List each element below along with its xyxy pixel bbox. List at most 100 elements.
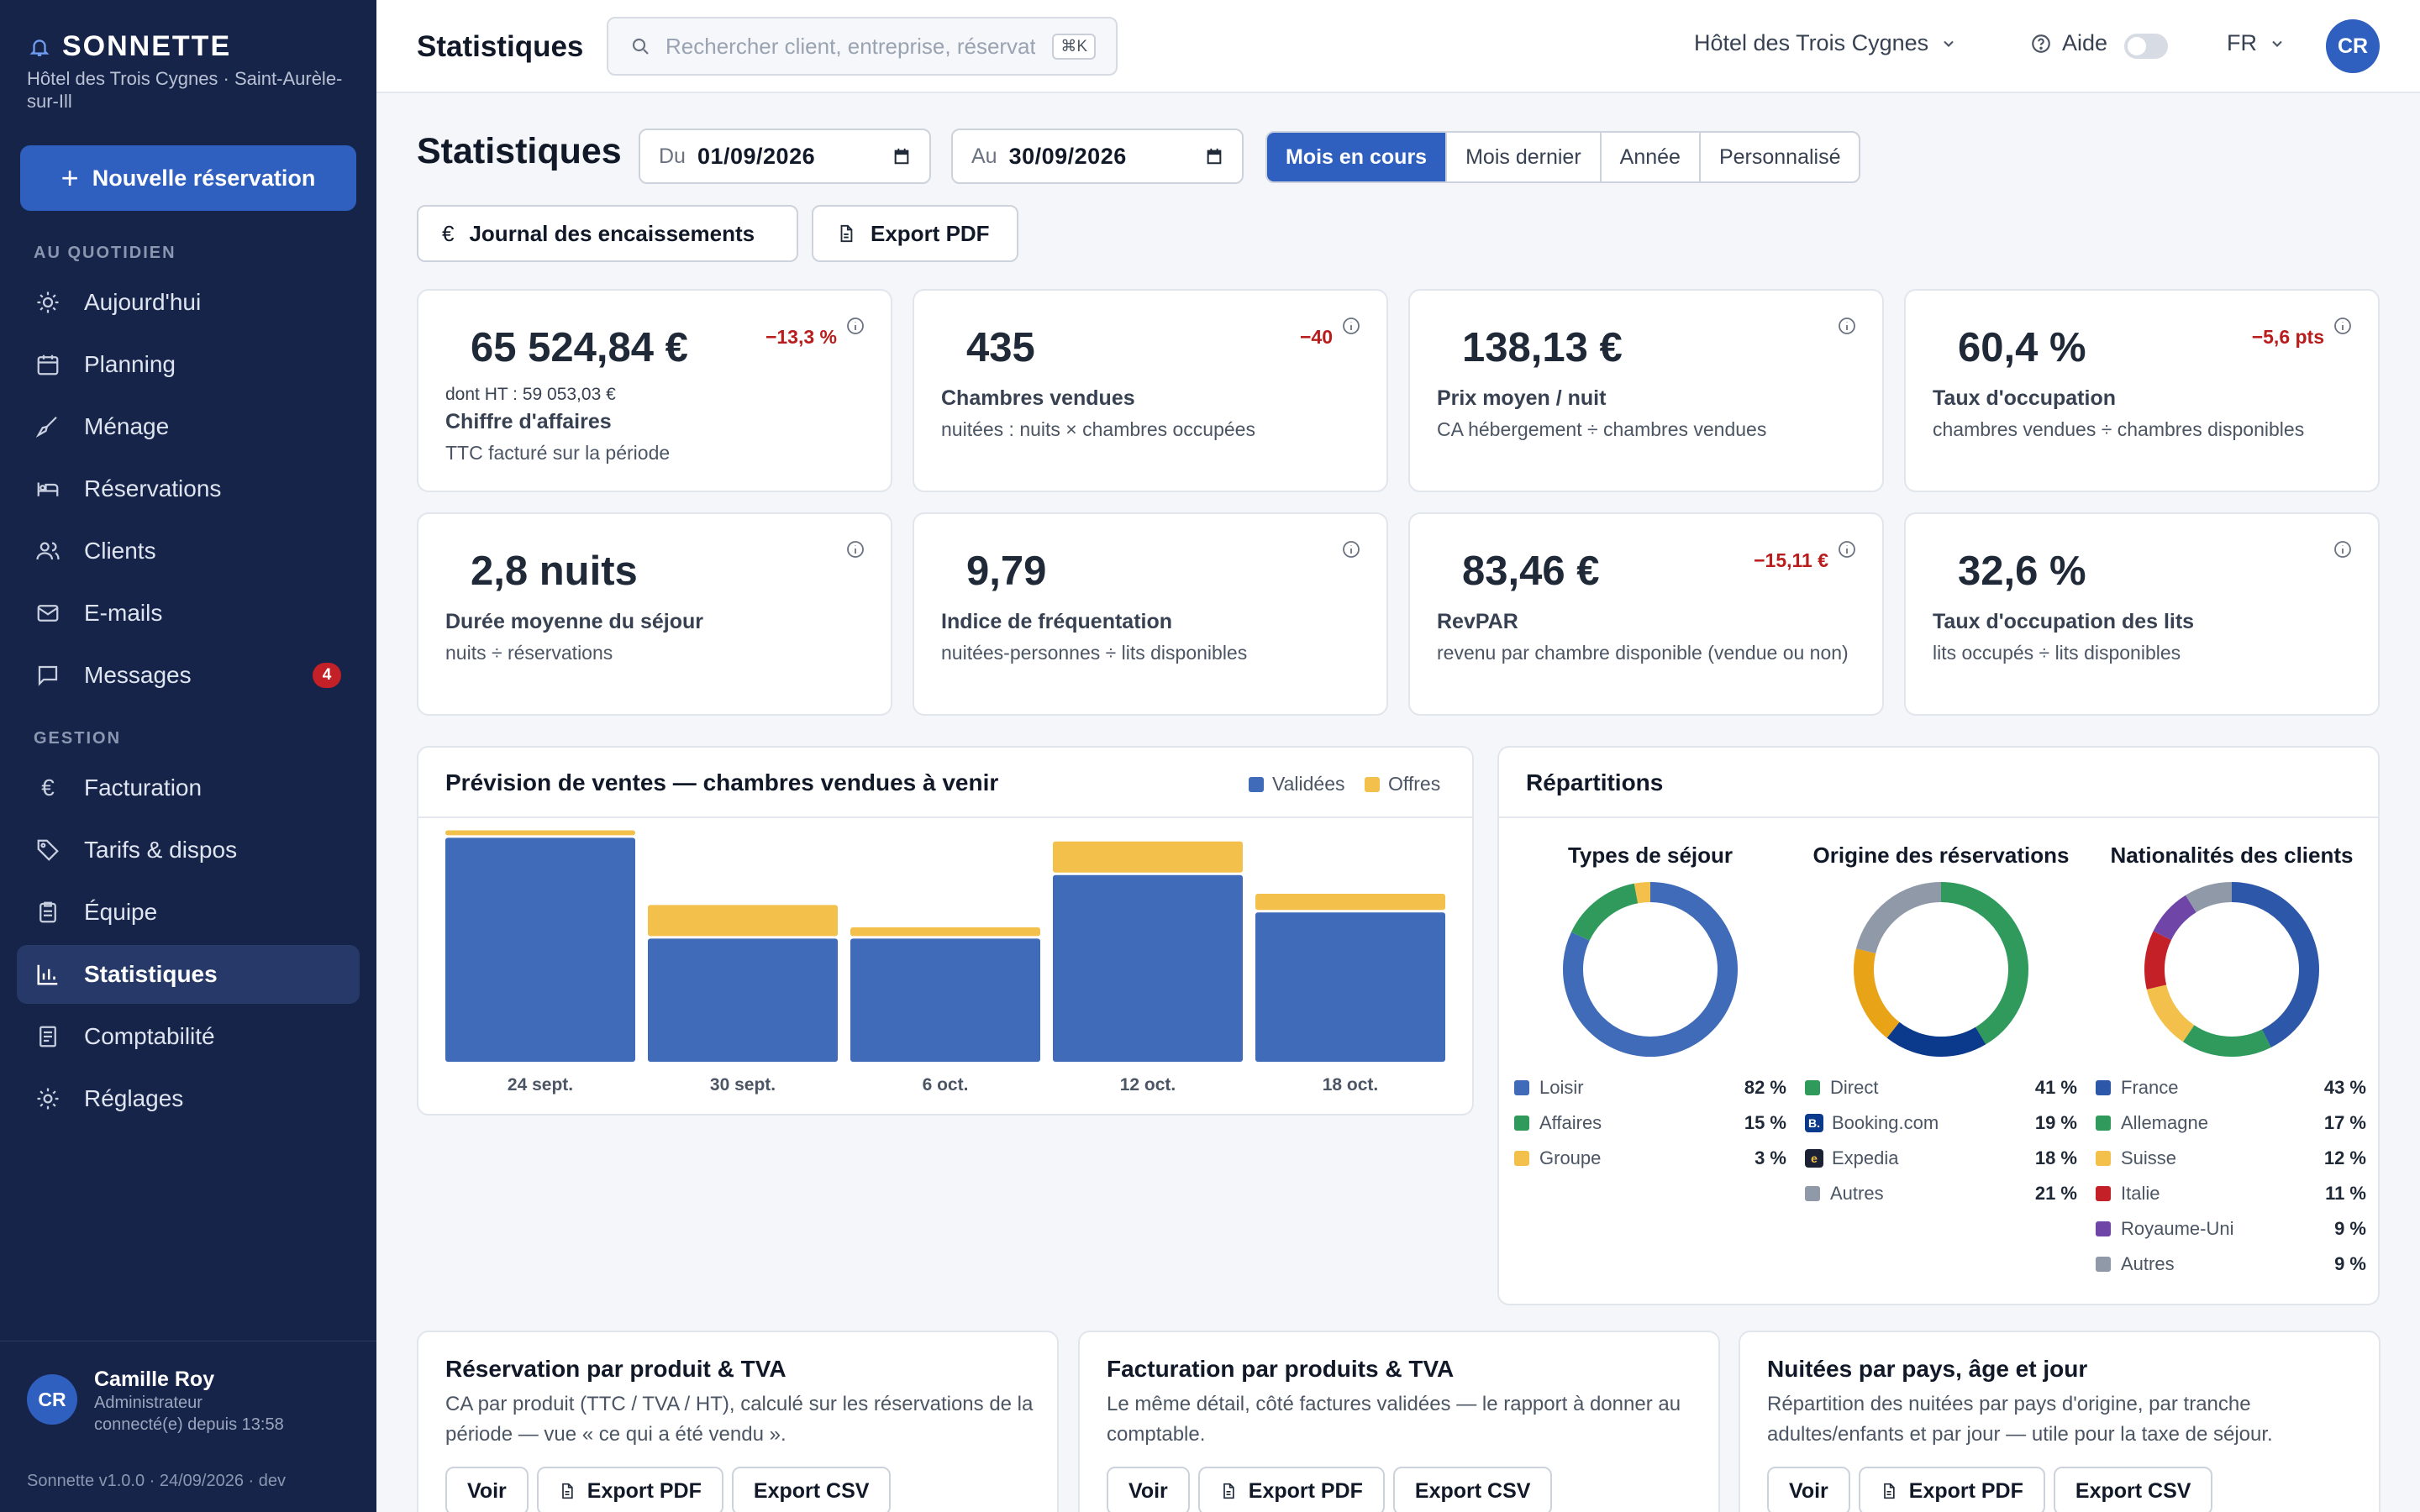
donut-slice-5[interactable]	[2144, 882, 2319, 1057]
donut-slice-3[interactable]	[1854, 882, 2028, 1057]
donut-slice-2[interactable]	[1563, 882, 1738, 1057]
legend-row: Suisse 12 %	[2096, 1146, 2366, 1171]
date-from-field[interactable]: Du 01/09/2026	[639, 129, 931, 184]
help-toggle[interactable]	[2124, 34, 2168, 59]
view-button[interactable]: Voir	[1107, 1467, 1190, 1512]
bar-valid-4[interactable]	[1255, 912, 1445, 1062]
legend-swatch	[2096, 1080, 2111, 1095]
payments-journal-button[interactable]: € Journal des encaissements	[417, 205, 798, 262]
legend-label: Booking.com	[1832, 1112, 1939, 1133]
info-icon[interactable]	[2333, 316, 2353, 336]
calendar-icon[interactable]	[1205, 147, 1223, 165]
period-last-month[interactable]: Mois dernier	[1445, 133, 1600, 181]
bar-offers-4[interactable]	[1255, 894, 1445, 911]
export-pdf-label: Export PDF	[871, 220, 990, 246]
sidebar-item-label: Clients	[84, 538, 156, 564]
legend-row: Royaume-Uni 9 %	[2096, 1216, 2366, 1242]
language-selector[interactable]: FR	[2227, 30, 2286, 56]
sidebar-item-accounting[interactable]: Comptabilité	[17, 1007, 360, 1066]
period-year[interactable]: Année	[1599, 133, 1699, 181]
booking-icon: B.	[1805, 1114, 1823, 1132]
view-button[interactable]: Voir	[1767, 1467, 1850, 1512]
donut-slice-3[interactable]	[2144, 882, 2319, 1057]
donut-slice-1[interactable]	[1854, 882, 2028, 1057]
bar-offers-3[interactable]	[1053, 841, 1243, 873]
sidebar-item-reservations[interactable]: Réservations	[17, 459, 360, 518]
broom-icon	[35, 416, 57, 438]
bar-offers-2[interactable]	[850, 927, 1040, 937]
document-icon	[561, 1483, 573, 1499]
avatar[interactable]: CR	[27, 1374, 77, 1425]
legend-swatch	[2096, 1221, 2111, 1236]
legend-swatch	[1514, 1151, 1529, 1166]
bar-valid-1[interactable]	[648, 938, 838, 1062]
donut-slice-1[interactable]	[2144, 882, 2319, 1057]
report-description: Répartition des nuitées par pays d'origi…	[1767, 1393, 2273, 1446]
sidebar-item-housekeeping[interactable]: Ménage	[17, 397, 360, 456]
legend-row: Groupe 3 %	[1514, 1146, 1786, 1171]
kpi-name: Durée moyenne du séjour	[445, 610, 704, 633]
kpi-name: Prix moyen / nuit	[1437, 386, 1607, 410]
sidebar-item-label: Tarifs & dispos	[84, 837, 238, 863]
sidebar-item-statistics[interactable]: Statistiques	[17, 945, 360, 1004]
view-button[interactable]: Voir	[445, 1467, 529, 1512]
info-icon[interactable]	[2333, 539, 2353, 559]
donut-chart	[1854, 882, 2028, 1057]
info-icon[interactable]	[1341, 539, 1361, 559]
legend-label: France	[2121, 1077, 2179, 1098]
info-icon[interactable]	[845, 316, 865, 336]
info-icon[interactable]	[1341, 316, 1361, 336]
sidebar-item-billing[interactable]: € Facturation	[17, 759, 360, 817]
hotel-selector[interactable]: Hôtel des Trois Cygnes	[1694, 30, 1957, 56]
date-to-field[interactable]: Au 30/09/2026	[951, 129, 1244, 184]
bar-valid-3[interactable]	[1053, 874, 1243, 1062]
chevron-down-icon	[2272, 40, 2282, 47]
kpi-delta: −40	[1299, 326, 1333, 348]
sidebar-item-rates[interactable]: Tarifs & dispos	[17, 821, 360, 879]
kpi-description: revenu par chambre disponible (vendue ou…	[1437, 642, 1849, 664]
export-csv-button[interactable]: Export CSV	[1392, 1467, 1553, 1512]
legend-percent: 9 %	[2334, 1253, 2366, 1274]
bar-chart-icon	[37, 964, 58, 985]
legend-label: Direct	[1830, 1077, 1879, 1098]
page-title: Statistiques	[417, 131, 622, 171]
sidebar-item-today[interactable]: Aujourd'hui	[17, 273, 360, 332]
bar-offers-0[interactable]	[445, 830, 635, 836]
sidebar-item-label: Planning	[84, 351, 176, 377]
period-current-month[interactable]: Mois en cours	[1267, 133, 1446, 181]
help-circle-icon	[2032, 34, 2050, 53]
export-pdf-button[interactable]: Export PDF	[1858, 1467, 2045, 1512]
search-box[interactable]: ⌘K	[607, 17, 1118, 76]
kpi-value: 435	[966, 325, 1035, 370]
new-reservation-button[interactable]: + Nouvelle réservation	[20, 145, 356, 211]
sidebar-item-messages[interactable]: Messages 4	[17, 646, 360, 705]
period-custom[interactable]: Personnalisé	[1698, 133, 1860, 181]
sidebar-item-clients[interactable]: Clients	[17, 522, 360, 580]
search-input[interactable]	[666, 33, 1035, 60]
export-csv-button[interactable]: Export CSV	[2053, 1467, 2213, 1512]
bar-offers-1[interactable]	[648, 905, 838, 937]
app-version: Sonnette v1.0.0 · 24/09/2026 · dev	[27, 1472, 286, 1490]
brand[interactable]: SONNETTE	[29, 30, 231, 63]
sidebar-item-emails[interactable]: E-mails	[17, 584, 360, 643]
info-icon[interactable]	[1837, 316, 1857, 336]
export-pdf-button[interactable]: Export PDF	[1197, 1467, 1385, 1512]
sidebar-item-label: Comptabilité	[84, 1023, 215, 1049]
export-pdf-button[interactable]: Export PDF	[812, 205, 1018, 262]
sidebar-item-planning[interactable]: Planning	[17, 335, 360, 394]
calendar-icon[interactable]	[892, 147, 911, 165]
mail-icon	[37, 605, 59, 622]
sidebar-item-team[interactable]: Équipe	[17, 883, 360, 942]
avatar[interactable]: CR	[2326, 19, 2380, 73]
info-icon[interactable]	[845, 539, 865, 559]
donut-slice-2[interactable]	[1854, 882, 2028, 1057]
kpi-value: 2,8 nuits	[471, 549, 638, 594]
help-link[interactable]: Aide	[2030, 30, 2107, 56]
export-pdf-button[interactable]: Export PDF	[536, 1467, 723, 1512]
bar-valid-0[interactable]	[445, 837, 635, 1062]
export-csv-button[interactable]: Export CSV	[731, 1467, 892, 1512]
sidebar-item-label: Réglages	[84, 1085, 184, 1111]
bar-valid-2[interactable]	[850, 938, 1040, 1062]
info-icon[interactable]	[1837, 539, 1857, 559]
sidebar-item-settings[interactable]: Réglages	[17, 1069, 360, 1128]
